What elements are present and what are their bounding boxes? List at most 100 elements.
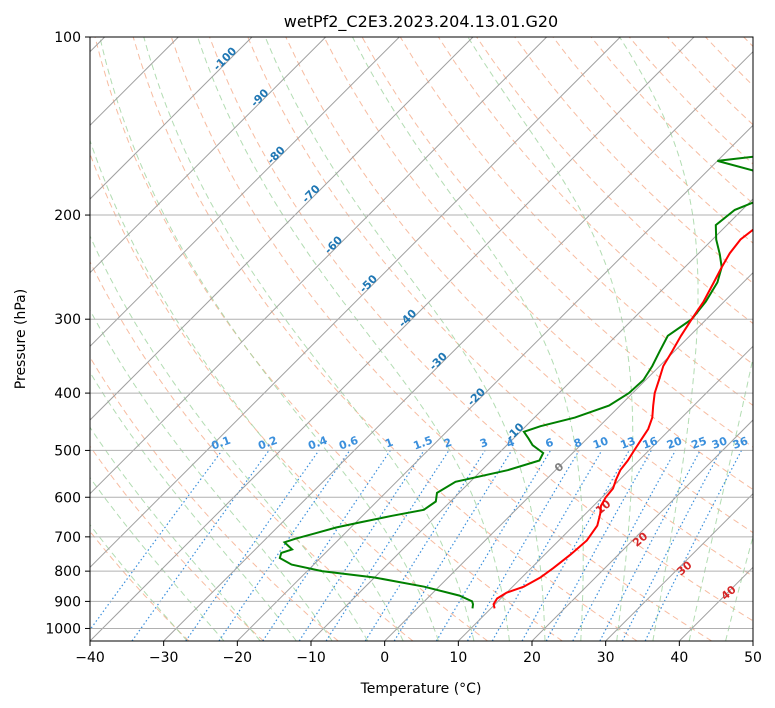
dry-adiabat-line — [94, 37, 563, 641]
y-tick-label: 600 — [54, 490, 81, 506]
x-axis-ticks: −40 −30 −20 −10 0 10 20 30 40 50 — [75, 641, 762, 666]
y-tick-label: 900 — [54, 594, 81, 610]
moist-adiabat-line — [90, 523, 188, 641]
x-tick-label: 30 — [597, 650, 615, 666]
y-tick-label: 1000 — [45, 621, 81, 637]
moist-adiabat-line — [99, 37, 439, 641]
isotherm-line — [384, 271, 753, 641]
moist-adiabat-line — [467, 37, 634, 641]
dry-adiabat-line — [247, 37, 753, 577]
isotherm-line — [90, 37, 253, 200]
isotherm-line — [163, 50, 753, 641]
isotherms — [90, 37, 753, 641]
isotherm-line — [90, 37, 400, 348]
x-tick-label: 20 — [523, 650, 541, 666]
x-tick-label: −20 — [223, 650, 253, 666]
moist-adiabats — [90, 37, 753, 641]
dry-adiabat-line — [170, 37, 712, 641]
temperature-profile-line — [492, 228, 753, 609]
isotherm-line — [90, 37, 695, 641]
x-tick-label: −10 — [296, 650, 326, 666]
dry-adiabats — [90, 37, 753, 641]
mixing-ratio-line — [218, 450, 351, 641]
mixing-ratio-line — [545, 450, 652, 641]
mixing-ratio-label: 2 — [442, 436, 454, 451]
moist-adiabat-line — [264, 37, 546, 641]
x-tick-label: 0 — [380, 650, 389, 666]
isotherm-line — [90, 37, 474, 421]
mixing-ratio-label: 36 — [731, 434, 750, 452]
mixing-ratio-label: 3 — [478, 436, 490, 451]
dry-adiabat-line — [209, 37, 753, 622]
dry-adiabat-line — [323, 37, 753, 491]
moist-adiabat-line — [143, 37, 475, 641]
isotherm-line — [90, 37, 621, 569]
mixing-ratio-label: 0.2 — [256, 434, 279, 453]
x-axis-label: Temperature (°C) — [360, 681, 482, 697]
mixing-ratio-line — [521, 450, 630, 641]
mixing-ratio-line — [644, 450, 743, 641]
mixing-ratio-label: 6 — [544, 436, 556, 451]
y-tick-label: 300 — [54, 312, 81, 328]
mixing-ratio-label: 16 — [641, 434, 660, 452]
mixing-ratio-line — [325, 450, 450, 641]
moist-adiabat-line — [619, 37, 699, 641]
isotherm-line — [310, 198, 753, 641]
x-tick-label: 10 — [449, 650, 467, 666]
isotherm-line — [531, 419, 753, 641]
mixing-ratio-label: 30 — [710, 434, 729, 452]
dry-adiabat-line — [476, 37, 753, 325]
y-axis-ticks: 100 200 300 400 500 600 700 800 900 1000 — [45, 30, 90, 637]
chart-title: wetPf2_C2E3.2023.204.13.01.G20 — [284, 12, 558, 32]
isotherm-line — [90, 37, 548, 495]
x-tick-label: 40 — [670, 650, 688, 666]
y-tick-label: 500 — [54, 443, 81, 459]
dry-adiabat-line — [90, 356, 339, 641]
moist-adiabat-line — [90, 371, 297, 641]
mixing-ratio-label: 8 — [572, 436, 584, 451]
y-axis-label: Pressure (hPa) — [13, 289, 29, 389]
mixing-ratio-line — [185, 450, 320, 641]
mixing-ratio-label: 20 — [665, 434, 684, 452]
mixing-ratio-label: 13 — [619, 434, 638, 451]
isotherm-line — [90, 37, 327, 274]
isotherm-line — [605, 492, 753, 641]
mixing-ratio-label: 4 — [505, 436, 517, 451]
mixing-ratio-lines — [90, 450, 743, 641]
mixing-ratio-line — [393, 450, 513, 641]
mixing-ratio-label: 0.6 — [337, 434, 360, 453]
mixing-ratio-label: 10 — [591, 434, 610, 452]
pressure-gridlines — [90, 37, 753, 629]
moist-adiabat-line — [90, 309, 333, 641]
moist-adiabat-line — [90, 138, 404, 641]
mixing-ratio-line — [621, 450, 722, 641]
isotherm-line — [457, 345, 753, 641]
dry-adiabat-line — [285, 37, 753, 534]
y-tick-label: 400 — [54, 386, 81, 402]
mixing-ratio-label: 25 — [690, 434, 709, 451]
x-tick-label: −40 — [75, 650, 105, 666]
dry-adiabat-line — [90, 260, 414, 641]
mixing-ratio-label: 0.4 — [306, 434, 329, 453]
isotherm-line — [236, 124, 753, 641]
moist-adiabat-line — [352, 37, 584, 641]
mixing-ratio-line — [90, 450, 223, 631]
y-tick-label: 200 — [54, 208, 81, 224]
mixing-ratio-line — [298, 450, 425, 641]
plot-area: -100-90-80-70-60-50-40-30-20-100.1 0.2 0.4… — [90, 37, 753, 641]
mixing-ratio-label: 1 — [383, 436, 395, 451]
y-tick-label: 100 — [54, 30, 81, 46]
mixing-ratio-label: 0.1 — [210, 434, 233, 453]
dry-adiabat-line — [132, 37, 638, 641]
moist-adiabat-line — [90, 476, 225, 641]
y-tick-label: 800 — [54, 564, 81, 580]
mixing-ratio-line — [262, 450, 391, 641]
y-tick-label: 700 — [54, 530, 81, 546]
dry-adiabat-line — [90, 445, 264, 641]
dewpoint-profile-line — [278, 155, 753, 609]
plot-frame — [89, 36, 754, 642]
x-tick-label: −30 — [149, 650, 179, 666]
mixing-ratio-line — [572, 450, 677, 641]
